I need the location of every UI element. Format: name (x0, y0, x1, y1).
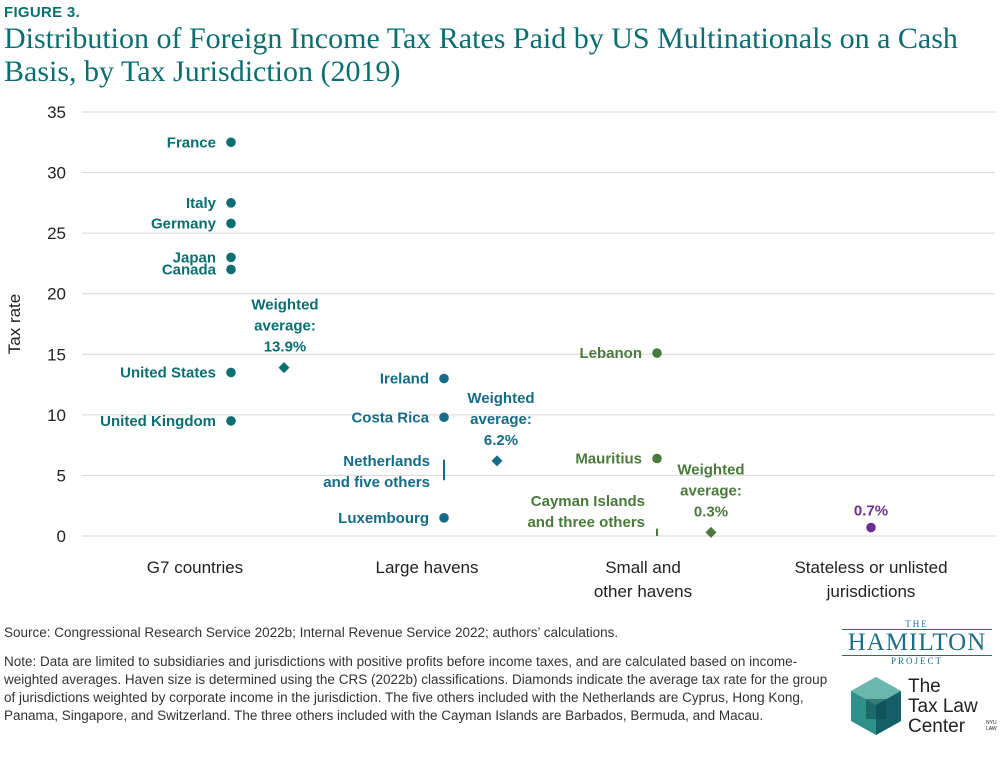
tax-law-center-text: The Tax Law Center (908, 677, 978, 737)
data-label-japan: Japan (173, 249, 216, 266)
average-diamond-large (491, 455, 503, 467)
average-label-small: Weighted (677, 461, 744, 478)
y-tick-label: 5 (57, 466, 66, 485)
average-label-large: Weighted (467, 390, 534, 407)
tax-law-center-logo: The Tax Law Center NYU LAW (848, 675, 998, 737)
hamilton-name-text: HAMILTON (842, 629, 992, 656)
data-label-mauritius: Mauritius (575, 450, 642, 467)
data-label-united-states: United States (120, 364, 216, 381)
nyu-line-2: LAW (986, 726, 997, 732)
average-label-small: average: (680, 482, 742, 499)
data-label-italy: Italy (186, 195, 217, 212)
y-tick-label: 0 (57, 527, 66, 546)
data-label-luxembourg: Luxembourg (338, 510, 429, 527)
data-point-united-states (226, 367, 236, 378)
data-label-lebanon: Lebanon (580, 345, 643, 362)
average-diamond-small (705, 526, 717, 538)
data-label-ireland: Ireland (380, 371, 429, 388)
data-point-ireland (439, 373, 449, 384)
data-label-canada: Canada (162, 261, 217, 278)
average-label-g7: average: (254, 318, 316, 335)
data-point-luxembourg (439, 513, 449, 523)
category-label-stateless: jurisdictions (826, 582, 916, 601)
range-label-small: and three others (527, 514, 645, 531)
data-point-japan (226, 252, 236, 263)
data-point-0-7 (866, 522, 876, 533)
data-point-canada (226, 264, 236, 275)
data-point-united-kingdom (226, 416, 236, 426)
data-label-france: France (167, 134, 216, 151)
category-label-small: Small and (605, 558, 681, 577)
hamilton-project-logo: THE HAMILTON PROJECT (838, 619, 996, 667)
data-label-united-kingdom: United Kingdom (100, 413, 216, 430)
y-tick-label: 20 (47, 285, 66, 304)
hamilton-project-text: PROJECT (890, 656, 943, 666)
tlc-line-3: Center (908, 716, 966, 737)
average-label-large: 6.2% (484, 432, 518, 449)
data-point-germany (226, 218, 236, 229)
average-label-small: 0.3% (694, 503, 728, 520)
tlc-line-1: The (908, 676, 941, 697)
data-point-france (226, 137, 236, 148)
data-point-costa-rica (439, 412, 449, 423)
range-label-large: Netherlands (343, 453, 430, 470)
data-label-0-7: 0.7% (854, 503, 888, 520)
chart-title: Distribution of Foreign Income Tax Rates… (4, 22, 958, 88)
y-tick-label: 25 (47, 224, 66, 243)
nyu-line-1: NYU (986, 720, 997, 726)
category-label-stateless: Stateless or unlisted (794, 558, 947, 577)
category-label-small: other havens (594, 582, 692, 601)
y-axis-label: Tax rate (5, 294, 24, 354)
hamilton-the-text: THE (905, 619, 929, 629)
category-label-g7: G7 countries (147, 558, 243, 577)
data-note: Note: Data are limited to subsidiaries a… (4, 654, 828, 723)
scatter-chart: 0 5 10 15 20 25 30 35 Tax rate G7 countries Large … (5, 103, 995, 601)
hexagon-logo-icon (851, 677, 901, 735)
average-label-g7: 13.9% (264, 339, 307, 356)
y-tick-label: 15 (47, 345, 66, 364)
y-tick-label: 10 (47, 406, 66, 425)
data-label-germany: Germany (151, 215, 217, 232)
average-label-large: average: (470, 411, 532, 428)
y-tick-label: 30 (47, 164, 66, 183)
tlc-line-2: Tax Law (908, 696, 978, 717)
range-label-small: Cayman Islands (531, 493, 645, 510)
nyu-law-text: NYU LAW (986, 720, 997, 732)
figure-label: FIGURE 3. (4, 4, 81, 21)
data-point-italy (226, 198, 236, 208)
data-label-costa-rica: Costa Rica (351, 409, 429, 426)
data-point-mauritius (652, 453, 662, 464)
category-label-large: Large havens (375, 558, 478, 577)
average-label-g7: Weighted (251, 297, 318, 314)
source-note: Source: Congressional Research Service 2… (4, 625, 619, 640)
range-label-large: and five others (323, 474, 430, 491)
y-tick-label: 35 (47, 103, 66, 122)
average-diamond-g7 (278, 362, 290, 374)
data-point-lebanon (652, 348, 662, 358)
